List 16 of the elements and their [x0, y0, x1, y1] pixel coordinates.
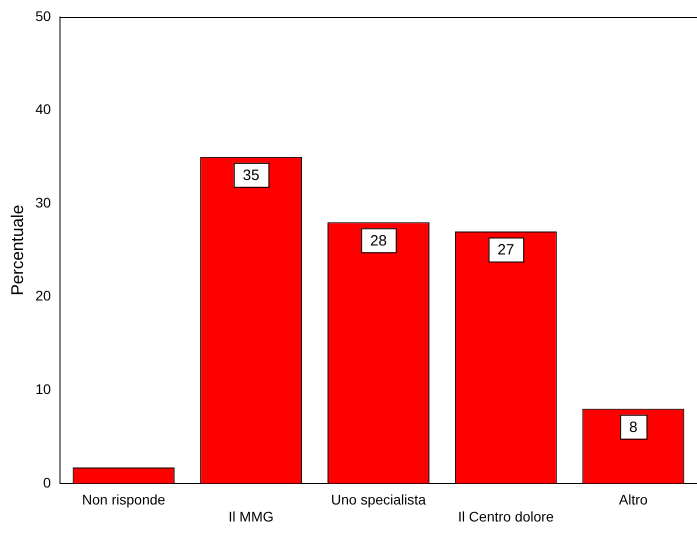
y-tick-label: 0	[43, 474, 52, 490]
data-label: 27	[498, 242, 514, 259]
data-label: 28	[370, 232, 387, 250]
x-tick-label: Non risponde	[82, 492, 166, 508]
y-tick-label: 10	[35, 380, 52, 397]
x-tick-label: Il MMG	[228, 508, 274, 524]
x-tick-label: Altro	[618, 492, 648, 508]
y-tick-label: 30	[35, 194, 52, 210]
data-label: 35	[242, 167, 260, 184]
data-label: 8	[629, 418, 638, 436]
y-tick-label: 50	[35, 8, 52, 24]
y-axis-title: Percentuale	[8, 204, 27, 296]
y-tick-label: 40	[35, 101, 52, 118]
x-tick-label: Il Centro dolore	[458, 508, 554, 524]
x-tick-label: Uno specialista	[331, 492, 426, 508]
y-tick-label: 20	[35, 288, 52, 304]
